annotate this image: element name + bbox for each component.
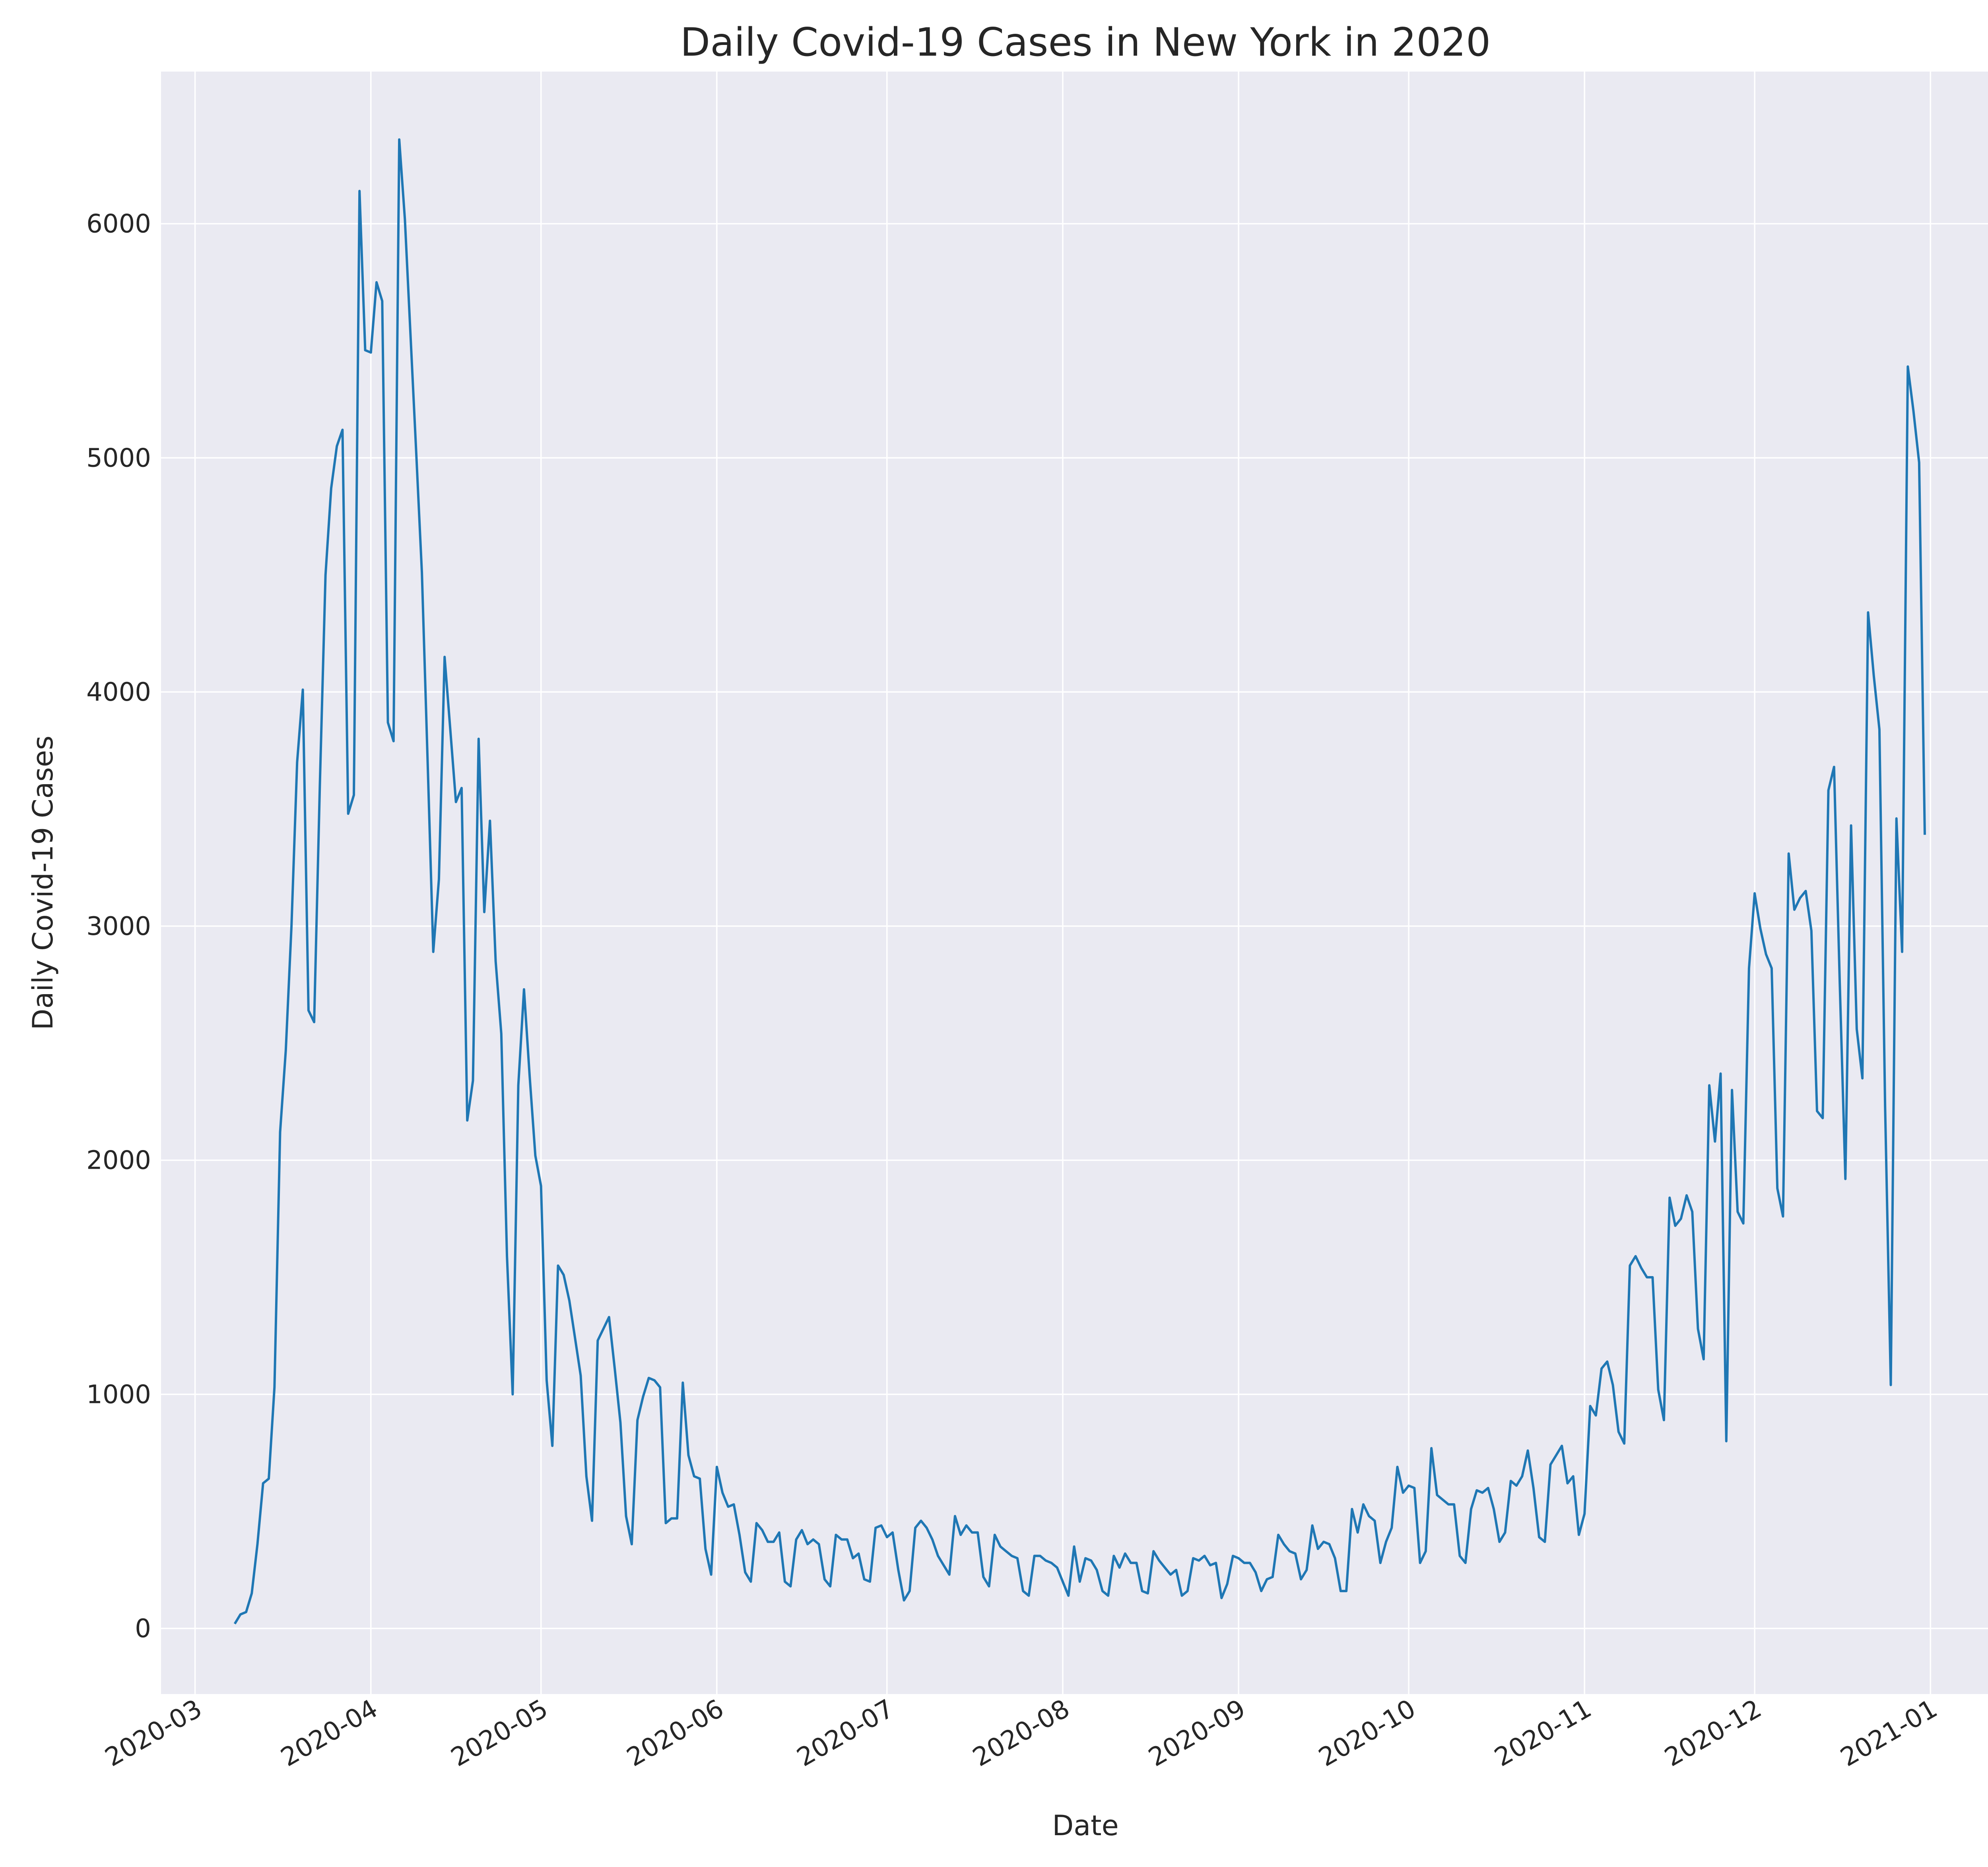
- y-tick-label: 6000: [86, 210, 151, 239]
- x-tick-label: 2020-07: [792, 1694, 899, 1773]
- y-tick-label: 2000: [86, 1146, 151, 1175]
- x-tick-label: 2020-12: [1660, 1694, 1767, 1773]
- x-tick-label: 2020-04: [276, 1694, 383, 1773]
- plot-background: [161, 72, 1988, 1694]
- series-line: [233, 138, 1926, 1624]
- x-tick-label: 2020-09: [1144, 1694, 1251, 1773]
- y-tick-label: 4000: [86, 678, 151, 707]
- x-axis-label: Date: [1052, 1809, 1118, 1842]
- chart-title: Daily Covid-19 Cases in New York in 2020: [680, 20, 1491, 65]
- y-axis-label: Daily Covid-19 Cases: [27, 736, 59, 1030]
- x-tick-label: 2021-01: [1836, 1694, 1943, 1773]
- y-tick-label: 3000: [86, 912, 151, 941]
- y-tick-label: 1000: [86, 1380, 151, 1409]
- x-tick-label: 2020-03: [100, 1694, 207, 1773]
- x-tick-label: 2020-08: [968, 1694, 1075, 1773]
- y-tick-label: 0: [135, 1614, 151, 1644]
- grid: [161, 72, 1988, 1694]
- x-tick-label: 2020-10: [1314, 1694, 1421, 1773]
- x-tick-label: 2020-05: [446, 1694, 553, 1773]
- x-tick-label: 2020-06: [622, 1694, 729, 1773]
- y-tick-label: 5000: [86, 443, 151, 473]
- x-axis-ticks: 2020-03 2020-04 2020-05 2020-06 2020-07 2020-…: [100, 1694, 1942, 1773]
- y-axis-ticks: 0 1000 2000 3000 4000 5000 6000: [86, 210, 151, 1644]
- x-tick-label: 2020-11: [1490, 1694, 1597, 1773]
